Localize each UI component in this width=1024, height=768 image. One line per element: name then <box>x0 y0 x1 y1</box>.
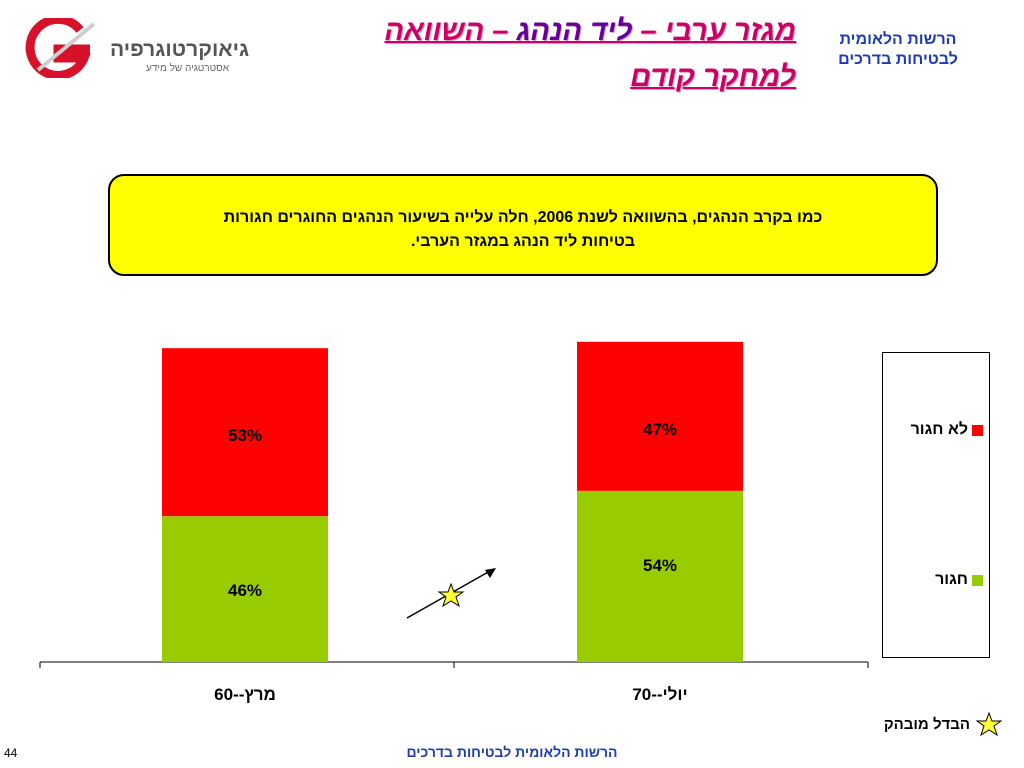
x-tick-label-1: יולי--70 <box>632 685 687 704</box>
legend-label-unbelted: לא חגור <box>910 421 968 438</box>
chart-legend: לא חגור חגור <box>882 352 990 658</box>
org-name: הרשות הלאומית לבטיחות בדרכים <box>808 30 988 70</box>
note-line2: בטיחות ליד הנהג במגזר הערבי. <box>410 233 636 250</box>
title-line2: למחקר קודם <box>630 61 796 93</box>
bar-unbelted-1 <box>577 341 743 491</box>
title-part2: – השוואה <box>384 15 517 47</box>
bar-belted-1 <box>577 490 743 662</box>
data-label-unbelted-0: 53% <box>228 426 262 445</box>
legend-label-belted: חגור <box>935 571 968 588</box>
significance-note: הבדל מובהק <box>852 712 1002 736</box>
note-line1: כמו בקרב הנהגים, בהשוואה לשנת 2006, חלה … <box>223 209 823 226</box>
arrow-head <box>485 568 496 578</box>
x-tick-label-0: מרץ--60 <box>214 685 276 704</box>
logo-name: גיאוקרטוגרפיה <box>110 38 250 61</box>
data-label-unbelted-1: 47% <box>643 420 677 439</box>
org-line2: לבטיחות בדרכים <box>838 51 958 68</box>
footer: הרשות הלאומית לבטיחות בדרכים <box>406 744 618 760</box>
bar-belted-0 <box>162 516 328 662</box>
stacked-bar-chart: 46% 53% מרץ--60 54% 47% יולי--70 <box>39 341 869 704</box>
legend-item-unbelted: לא חגור <box>911 421 983 439</box>
logo: גיאוקרטוגרפיה אסטרטגיה של מידע <box>18 18 249 78</box>
logo-g-icon <box>25 18 96 78</box>
page-title: מגזר ערבי – ליד הנהג – השוואה למחקר קודם <box>300 8 796 100</box>
star-icon <box>976 712 1002 736</box>
summary-note: כמו בקרב הנהגים, בהשוואה לשנת 2006, חלה … <box>108 174 938 276</box>
legend-item-belted: חגור <box>935 571 983 589</box>
logo-tagline: אסטרטגיה של מידע <box>146 63 229 74</box>
significance-star-icon <box>437 582 465 608</box>
significance-label: הבדל מובהק <box>883 715 970 733</box>
data-label-belted-0: 46% <box>228 581 262 600</box>
title-highlight: ליד הנהג <box>516 15 633 47</box>
page-number: 44 <box>4 746 18 760</box>
data-label-belted-1: 54% <box>643 556 677 575</box>
bar-unbelted-0 <box>162 348 328 517</box>
org-line1: הרשות הלאומית <box>839 31 957 48</box>
legend-swatch-belted <box>972 574 983 586</box>
title-part1: מגזר ערבי – <box>632 15 796 47</box>
legend-swatch-unbelted <box>972 424 983 436</box>
